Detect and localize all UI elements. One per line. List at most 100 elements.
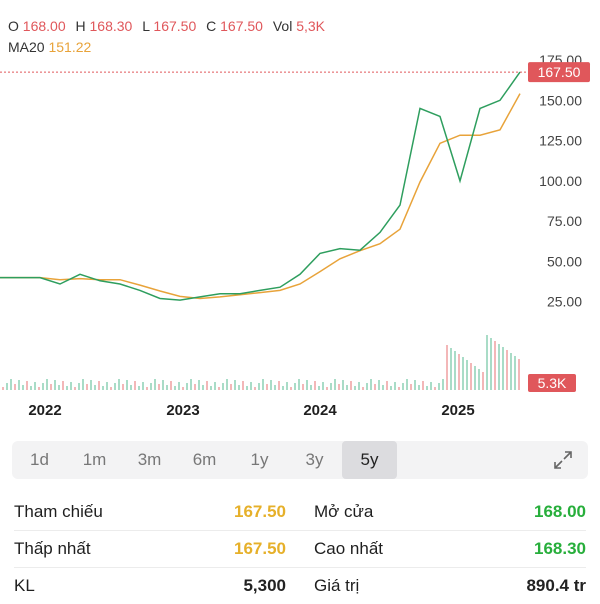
thap-nhat-label: Thấp nhất	[14, 539, 91, 558]
x-tick-2022: 2022	[28, 402, 62, 419]
volume-bar	[146, 387, 148, 390]
volume-bar	[102, 386, 104, 390]
range-5y[interactable]: 5y	[342, 441, 397, 479]
volume-bar	[238, 385, 240, 390]
open-value: 168.00	[22, 18, 66, 34]
range-6m[interactable]: 6m	[192, 450, 217, 469]
high-value: 168.30	[89, 18, 133, 34]
ma20-label: MA20	[8, 39, 45, 55]
volume-bar	[306, 380, 308, 390]
volume-bar	[34, 382, 36, 390]
volume-bar	[54, 380, 56, 390]
volume-bar	[206, 381, 208, 390]
volume-bar	[182, 387, 184, 390]
volume-bar	[382, 385, 384, 390]
volume-bar	[162, 380, 164, 390]
volume-bar	[46, 379, 48, 390]
volume-bar	[346, 385, 348, 390]
volume-bar	[2, 387, 4, 390]
volume-bar	[318, 386, 320, 390]
volume-bar	[334, 379, 336, 390]
kl-value: 5,300	[243, 576, 286, 595]
volume-bar	[110, 387, 112, 390]
volume-bar	[190, 379, 192, 390]
volume-bar	[106, 382, 108, 390]
volume-value: 5,3K	[296, 18, 326, 34]
volume-bar	[130, 385, 132, 390]
volume-bar	[394, 382, 396, 390]
tham-chieu-value: 167.50	[234, 502, 286, 521]
volume-bar	[58, 385, 60, 390]
low-label: L	[142, 18, 150, 34]
volume-bar	[498, 344, 500, 390]
mo-cua-label: Mở cửa	[314, 502, 374, 521]
volume-bar	[134, 381, 136, 390]
volume-bar	[302, 384, 304, 390]
volume-bar	[422, 381, 424, 390]
volume-bar	[98, 381, 100, 390]
volume-bar	[178, 382, 180, 390]
range-1d[interactable]: 1d	[30, 450, 49, 469]
stats-row-2: Thấp nhất 167.50 Cao nhất 168.30	[14, 531, 586, 567]
y-tick-label: 50.00	[547, 253, 582, 269]
volume-bar	[166, 385, 168, 390]
volume-bar	[194, 384, 196, 390]
ma20-readout: MA20 151.22	[8, 39, 91, 55]
volume-bar	[138, 386, 140, 390]
volume-bar	[70, 382, 72, 390]
close-value: 167.50	[220, 18, 263, 34]
volume-bar	[482, 372, 484, 390]
range-1m[interactable]: 1m	[82, 450, 107, 469]
volume-bar	[214, 382, 216, 390]
volume-bar	[26, 381, 28, 390]
y-tick-label: 25.00	[547, 294, 582, 310]
volume-bar	[478, 369, 480, 390]
volume-bar	[66, 386, 68, 390]
volume-bar	[510, 353, 512, 390]
range-1y[interactable]: 1y	[250, 450, 269, 469]
range-3y[interactable]: 3y	[305, 450, 324, 469]
stats-row-3: KL 5,300 Giá trị 890.4 tr	[14, 568, 586, 604]
volume-bar	[454, 351, 456, 390]
ma20-line	[0, 93, 521, 300]
mo-cua-value: 168.00	[534, 502, 586, 521]
open-label: O	[8, 18, 19, 34]
volume-bar	[82, 379, 84, 390]
volume-bar	[366, 383, 368, 390]
ohlc-readout: O 168.00 H 168.30 L 167.50 C 167.50 Vol …	[8, 18, 331, 34]
volume-bar	[210, 386, 212, 390]
volume-bar	[150, 383, 152, 390]
volume-bar	[434, 387, 436, 390]
x-tick-2023: 2023	[166, 402, 200, 419]
volume-bar	[458, 354, 460, 390]
volume-bar	[290, 387, 292, 390]
volume-bar	[30, 386, 32, 390]
range-3m[interactable]: 3m	[137, 450, 162, 469]
volume-bar	[222, 383, 224, 390]
y-tick-label: 150.00	[539, 92, 582, 108]
volume-bar	[310, 385, 312, 390]
volume-bar	[486, 335, 488, 390]
gia-tri-label: Giá trị	[314, 576, 360, 595]
volume-bar	[186, 383, 188, 390]
divider	[14, 530, 586, 531]
volume-bar	[114, 383, 116, 390]
volume-bar	[78, 383, 80, 390]
volume-bar	[250, 382, 252, 390]
volume-bar	[38, 387, 40, 390]
volume-bar	[154, 379, 156, 390]
y-tick-label: 75.00	[547, 213, 582, 229]
volume-bar	[90, 380, 92, 390]
volume-bar	[86, 384, 88, 390]
volume-bar	[274, 385, 276, 390]
volume-bar	[438, 383, 440, 390]
volume-bar	[410, 384, 412, 390]
volume-bar	[122, 384, 124, 390]
volume-bar	[230, 384, 232, 390]
volume-bar	[282, 386, 284, 390]
volume-bar	[254, 387, 256, 390]
price-chart[interactable]: 175.00150.00125.00100.0075.0050.0025.00 …	[0, 42, 600, 398]
volume-bar	[286, 382, 288, 390]
volume-bar	[226, 379, 228, 390]
expand-icon[interactable]	[552, 449, 574, 471]
